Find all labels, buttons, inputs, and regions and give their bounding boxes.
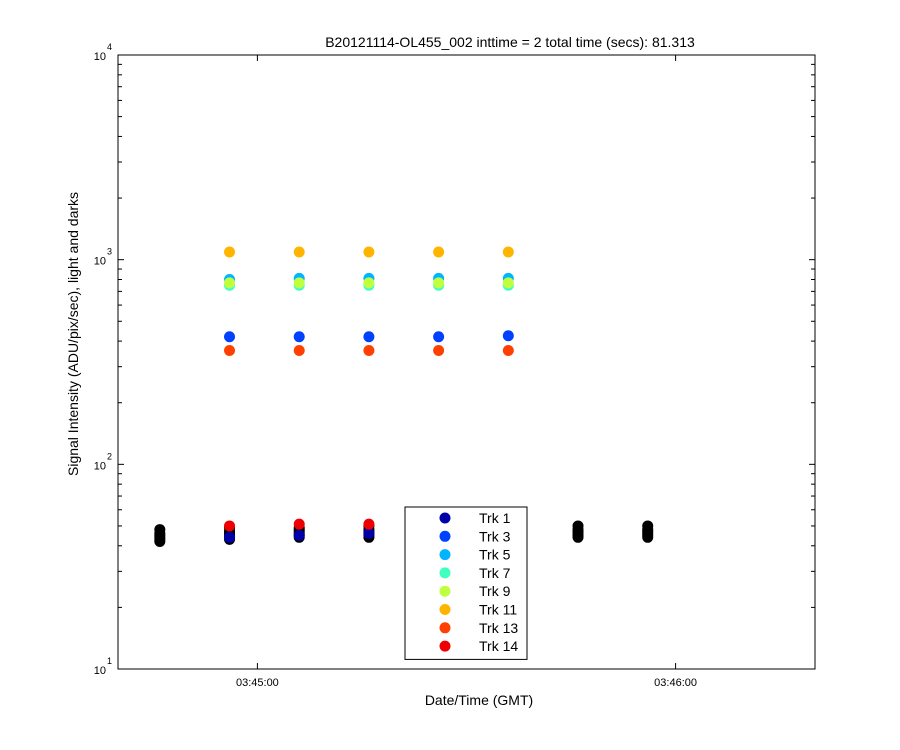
series-point: [224, 520, 236, 532]
dark-frame-point: [154, 524, 166, 536]
series-point: [224, 331, 236, 343]
legend-box: [404, 506, 528, 660]
legend-label: Trk 14: [479, 638, 518, 654]
series-point: [363, 344, 375, 356]
y-tick-exponent: 3: [107, 247, 112, 257]
y-tick-exponent: 1: [107, 656, 112, 666]
x-tick-label: 03:45:00: [236, 677, 279, 689]
series-point: [293, 518, 305, 530]
y-tick-label: 10: [94, 51, 106, 63]
dark-frame-point: [642, 520, 654, 532]
chart-title: B20121114-OL455_002 inttime = 2 total ti…: [325, 34, 695, 50]
legend-marker: [439, 604, 451, 615]
legend-label: Trk 1: [479, 510, 511, 526]
series-point: [293, 246, 305, 258]
series-point: [433, 246, 445, 258]
legend-label: Trk 3: [479, 528, 511, 544]
y-tick-exponent: 4: [107, 42, 112, 52]
series-point: [433, 331, 445, 343]
y-tick-label: 10: [94, 256, 106, 268]
y-tick-label: 10: [94, 665, 106, 677]
series-point: [363, 246, 375, 258]
x-axis-label: Date/Time (GMT): [425, 692, 533, 708]
series-point: [502, 277, 514, 289]
series-point: [433, 344, 445, 356]
series-point: [363, 518, 375, 530]
series-point: [224, 531, 236, 543]
legend-marker: [439, 530, 451, 542]
legend-marker: [439, 622, 451, 634]
legend-marker: [439, 549, 451, 561]
legend: Trk 1 Trk 3 Trk 5 Trk 7 Trk 9 Trk 11 Trk 13 Trk…: [404, 506, 528, 660]
x-tick-label: 03:46:00: [654, 677, 697, 689]
series-point: [433, 277, 445, 289]
series-point: [502, 344, 514, 356]
legend-marker: [439, 567, 451, 579]
dark-frame-point: [572, 520, 584, 532]
legend-label: Trk 13: [479, 620, 518, 636]
series-point: [293, 331, 305, 343]
legend-marker: [439, 640, 451, 652]
series-point: [224, 246, 236, 258]
series-point: [502, 330, 514, 342]
series-point: [293, 344, 305, 356]
y-tick-exponent: 2: [107, 451, 112, 461]
legend-label: Trk 5: [479, 547, 511, 563]
legend-marker: [439, 512, 451, 524]
series-point: [293, 277, 305, 289]
series-point: [363, 331, 375, 343]
legend-label: Trk 9: [479, 583, 511, 599]
series-point: [502, 246, 514, 258]
series-point: [224, 277, 236, 289]
y-tick-label: 10: [94, 460, 106, 472]
legend-marker: [439, 585, 451, 597]
series-point: [363, 277, 375, 289]
y-axis-label: Signal Intensity (ADU/pix/sec), light an…: [65, 192, 81, 476]
legend-label: Trk 7: [479, 565, 511, 581]
legend-label: Trk 11: [479, 602, 517, 618]
series-point: [363, 527, 375, 539]
series-point: [293, 529, 305, 541]
series-point: [224, 344, 236, 356]
